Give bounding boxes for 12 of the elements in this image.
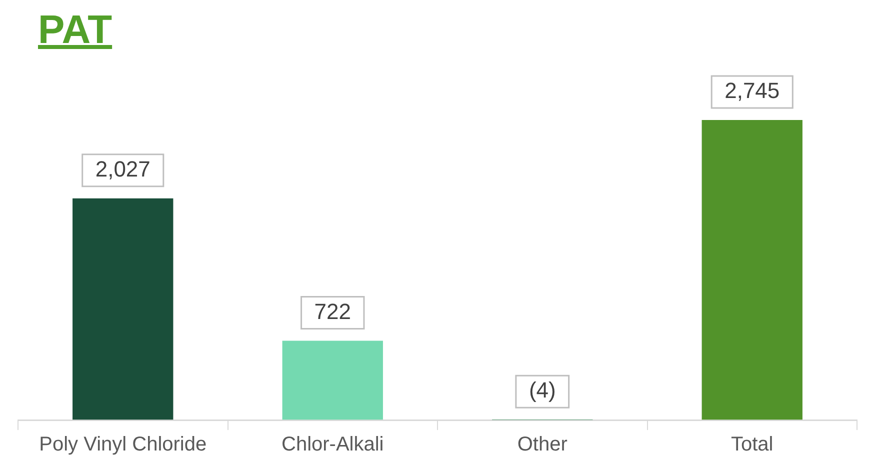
data-label: 722 (314, 298, 351, 324)
x-tick-label: Total (731, 434, 774, 456)
x-tick-label: Other (517, 434, 568, 456)
data-label: 2,745 (724, 78, 780, 104)
data-label: 2,027 (95, 156, 150, 182)
chart-title: PAT (38, 8, 112, 52)
data-label: (4) (528, 378, 556, 403)
x-tick-label: Chlor-Alkali (282, 434, 384, 456)
bar (282, 340, 383, 420)
bar (72, 198, 174, 420)
bar (702, 120, 802, 420)
x-tick-label: Poly Vinyl Chloride (39, 434, 207, 456)
